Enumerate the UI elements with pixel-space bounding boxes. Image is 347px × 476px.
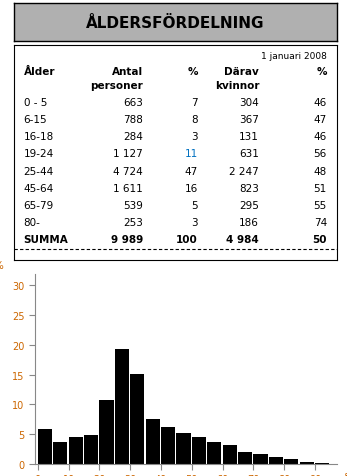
Text: 1 611: 1 611 xyxy=(113,183,143,193)
Text: 25-44: 25-44 xyxy=(24,166,54,176)
Text: 47: 47 xyxy=(185,166,198,176)
Text: kvinnor: kvinnor xyxy=(215,80,259,90)
Text: 367: 367 xyxy=(239,115,259,125)
Text: 1 januari 2008: 1 januari 2008 xyxy=(261,52,327,61)
Bar xyxy=(253,454,268,464)
Bar xyxy=(238,452,252,464)
Text: 45-64: 45-64 xyxy=(24,183,54,193)
Text: 80-: 80- xyxy=(24,218,41,228)
Bar xyxy=(115,349,129,464)
Text: 631: 631 xyxy=(239,149,259,159)
Text: 131: 131 xyxy=(239,132,259,142)
Bar xyxy=(38,429,52,464)
Text: 46: 46 xyxy=(314,98,327,108)
Bar xyxy=(69,437,83,464)
Bar xyxy=(192,437,206,464)
Text: 3: 3 xyxy=(191,132,198,142)
Text: 19-24: 19-24 xyxy=(24,149,54,159)
Text: 65-79: 65-79 xyxy=(24,200,54,210)
Text: 2 247: 2 247 xyxy=(229,166,259,176)
Text: 823: 823 xyxy=(239,183,259,193)
Bar xyxy=(146,419,160,464)
Text: 295: 295 xyxy=(239,200,259,210)
Bar xyxy=(223,445,237,464)
Text: Antal: Antal xyxy=(112,67,143,77)
Bar xyxy=(53,442,67,464)
Text: 50: 50 xyxy=(312,235,327,245)
Text: Ålder: Ålder xyxy=(24,67,55,77)
Text: 16-18: 16-18 xyxy=(24,132,54,142)
Text: personer: personer xyxy=(90,80,143,90)
Bar xyxy=(269,457,283,464)
Text: 0 - 5: 0 - 5 xyxy=(24,98,47,108)
Text: 9 989: 9 989 xyxy=(111,235,143,245)
Bar xyxy=(176,433,191,464)
Text: SUMMA: SUMMA xyxy=(24,235,68,245)
Text: 3: 3 xyxy=(191,218,198,228)
Bar xyxy=(161,427,175,464)
Text: 788: 788 xyxy=(123,115,143,125)
Text: 7: 7 xyxy=(191,98,198,108)
Text: 253: 253 xyxy=(123,218,143,228)
Text: 47: 47 xyxy=(314,115,327,125)
Text: 8: 8 xyxy=(191,115,198,125)
Text: 6-15: 6-15 xyxy=(24,115,47,125)
Text: 1 127: 1 127 xyxy=(113,149,143,159)
Text: ÅLDERSFÖRDELNING: ÅLDERSFÖRDELNING xyxy=(86,15,264,30)
Text: 663: 663 xyxy=(123,98,143,108)
Text: 5: 5 xyxy=(191,200,198,210)
Text: %: % xyxy=(187,67,198,77)
Text: 46: 46 xyxy=(314,132,327,142)
Text: 284: 284 xyxy=(123,132,143,142)
Text: År: År xyxy=(342,474,347,476)
Bar xyxy=(299,462,314,464)
Text: 186: 186 xyxy=(239,218,259,228)
Text: 56: 56 xyxy=(314,149,327,159)
Text: 16: 16 xyxy=(185,183,198,193)
Y-axis label: %: % xyxy=(0,260,3,270)
Text: 48: 48 xyxy=(314,166,327,176)
Text: 11: 11 xyxy=(185,149,198,159)
Bar xyxy=(284,459,298,464)
Text: 55: 55 xyxy=(314,200,327,210)
Bar xyxy=(207,442,221,464)
Bar xyxy=(130,374,144,464)
Text: 74: 74 xyxy=(314,218,327,228)
Text: 51: 51 xyxy=(314,183,327,193)
Text: 304: 304 xyxy=(239,98,259,108)
Bar xyxy=(84,436,98,464)
Text: Därav: Därav xyxy=(225,67,259,77)
Text: %: % xyxy=(316,67,327,77)
Text: 539: 539 xyxy=(123,200,143,210)
Bar xyxy=(99,400,113,464)
Text: 4 724: 4 724 xyxy=(113,166,143,176)
Text: 100: 100 xyxy=(176,235,198,245)
Text: 4 984: 4 984 xyxy=(226,235,259,245)
Bar xyxy=(315,463,329,464)
